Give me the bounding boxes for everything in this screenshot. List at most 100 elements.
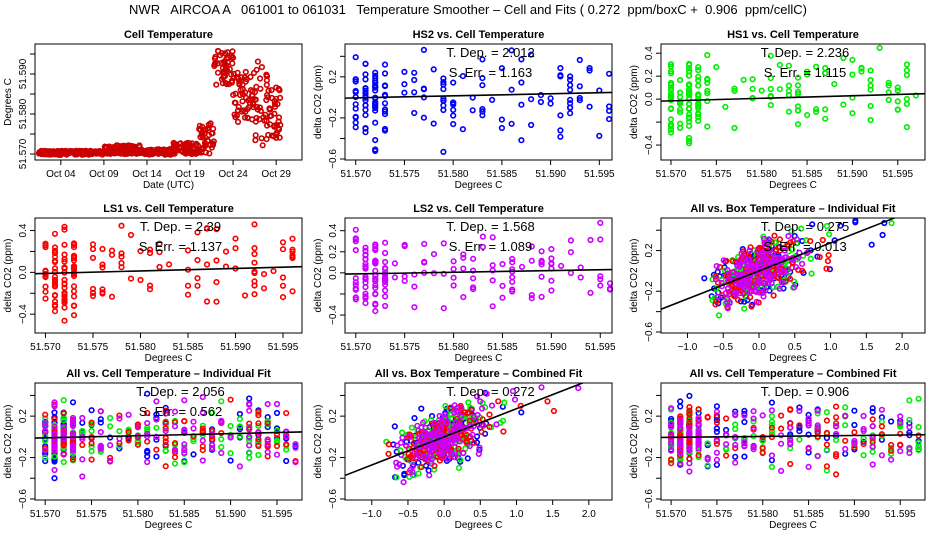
data-point bbox=[61, 241, 68, 248]
data-point bbox=[440, 305, 447, 312]
y-tick-label: −0.4 bbox=[328, 305, 339, 325]
x-tick-label: 2.0 bbox=[582, 509, 596, 520]
data-point bbox=[162, 441, 169, 449]
data-point bbox=[209, 441, 216, 449]
data-point bbox=[814, 452, 821, 460]
data-point bbox=[382, 239, 389, 246]
data-point bbox=[768, 407, 776, 414]
data-point bbox=[869, 423, 876, 430]
data-point bbox=[805, 411, 812, 419]
data-point bbox=[750, 426, 757, 433]
data-point bbox=[401, 241, 408, 248]
data-point bbox=[144, 438, 151, 445]
data-point bbox=[887, 447, 895, 454]
data-point bbox=[257, 75, 264, 82]
data-point bbox=[814, 407, 821, 414]
data-point bbox=[431, 419, 438, 427]
data-point bbox=[253, 66, 260, 73]
data-point bbox=[194, 229, 201, 236]
data-point bbox=[127, 275, 135, 282]
data-point bbox=[430, 66, 437, 73]
y-axis-label: delta CO2 (ppm) bbox=[629, 239, 640, 313]
data-point bbox=[161, 148, 168, 155]
data-point bbox=[279, 294, 287, 301]
data-point bbox=[832, 437, 840, 444]
data-point bbox=[69, 149, 77, 156]
data-point bbox=[894, 87, 901, 94]
data-point bbox=[181, 446, 188, 454]
data-point bbox=[805, 431, 812, 438]
data-point bbox=[548, 246, 555, 253]
data-point bbox=[753, 298, 760, 305]
data-point bbox=[812, 108, 820, 115]
data-points bbox=[352, 46, 613, 155]
data-point bbox=[832, 423, 840, 430]
data-point bbox=[227, 433, 234, 441]
y-tick-label: 0.2 bbox=[328, 244, 339, 258]
y-axis-label: delta CO2 (ppm) bbox=[3, 405, 14, 479]
data-point bbox=[246, 433, 253, 441]
data-point bbox=[372, 72, 379, 79]
y-tick-label: 0.4 bbox=[328, 223, 339, 237]
data-point bbox=[362, 87, 369, 94]
data-point bbox=[183, 147, 191, 154]
data-point bbox=[489, 262, 496, 269]
data-point bbox=[203, 225, 211, 232]
data-point bbox=[832, 453, 840, 460]
data-point bbox=[213, 226, 220, 233]
data-point bbox=[685, 81, 693, 88]
data-point bbox=[275, 114, 283, 121]
data-point bbox=[227, 396, 234, 403]
data-point bbox=[277, 94, 284, 101]
data-point bbox=[453, 405, 460, 412]
data-point bbox=[372, 308, 379, 315]
data-point bbox=[567, 249, 575, 256]
y-tick-label: 0.2 bbox=[644, 69, 655, 83]
data-point bbox=[885, 82, 892, 89]
data-point bbox=[246, 424, 253, 431]
data-point bbox=[450, 274, 457, 281]
data-point bbox=[60, 417, 67, 424]
data-point bbox=[754, 248, 761, 255]
data-point bbox=[70, 293, 78, 300]
x-axis-label: Degrees C bbox=[145, 520, 193, 531]
data-point bbox=[750, 446, 757, 453]
data-point bbox=[887, 441, 895, 449]
data-point bbox=[463, 438, 470, 445]
panel-title: All vs. Box Temperature – Combined Fit bbox=[375, 368, 583, 380]
data-point bbox=[685, 137, 693, 145]
data-point bbox=[70, 288, 78, 295]
y-tick-label: −0.6 bbox=[18, 489, 29, 509]
data-point bbox=[372, 243, 379, 250]
data-point bbox=[264, 418, 271, 425]
data-point bbox=[396, 461, 403, 468]
data-point bbox=[566, 81, 574, 89]
data-point bbox=[906, 416, 913, 423]
data-point bbox=[508, 120, 515, 127]
data-point bbox=[704, 90, 711, 97]
data-point bbox=[251, 88, 258, 96]
x-tick-label: 51.590 bbox=[535, 169, 566, 180]
data-point bbox=[401, 273, 408, 280]
data-point bbox=[382, 249, 389, 257]
data-point bbox=[518, 56, 525, 63]
data-point bbox=[704, 440, 711, 447]
data-point bbox=[557, 133, 564, 140]
x-tick-label: 1.0 bbox=[824, 342, 838, 353]
data-point bbox=[60, 441, 67, 448]
plot-frame bbox=[660, 382, 926, 501]
data-point bbox=[686, 424, 693, 432]
data-point bbox=[79, 427, 86, 435]
data-point bbox=[283, 433, 290, 440]
data-point bbox=[759, 437, 766, 444]
panel-cell-temperature: Cell Temperature Oct 04 Oct 09 Oct 14 Oct 19… bbox=[3, 29, 303, 191]
y-tick-label: −0.6 bbox=[328, 489, 339, 509]
data-point bbox=[537, 98, 545, 106]
data-points bbox=[383, 384, 582, 486]
data-point bbox=[162, 434, 169, 442]
data-point bbox=[106, 457, 114, 464]
data-point bbox=[181, 459, 188, 466]
data-point bbox=[41, 147, 49, 154]
data-point bbox=[903, 100, 911, 108]
